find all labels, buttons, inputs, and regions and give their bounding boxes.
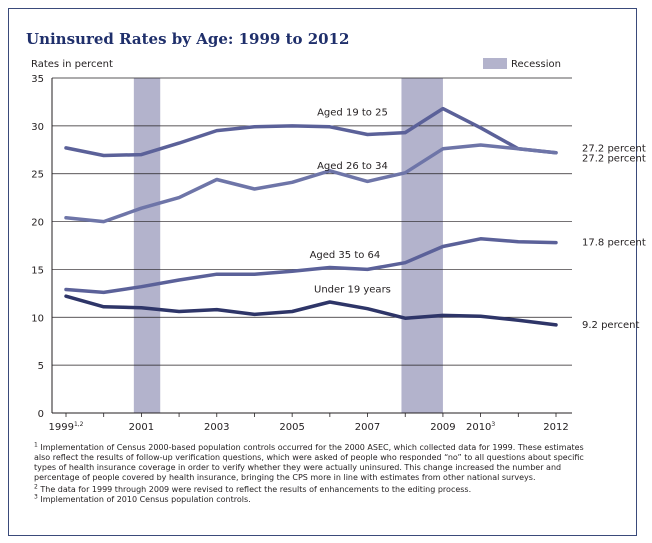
y-tick-label: 5 [38,361,44,372]
x-tick-label: 2012 [543,422,568,433]
y-tick-label: 25 [31,170,44,181]
series-line [64,143,558,224]
x-tick-superscript: 1,2 [74,421,84,428]
footnote-3: 3 Implementation of 2010 Census populati… [34,493,251,504]
footnote-1: 1 Implementation of Census 2000-based po… [34,441,584,482]
series-line [64,106,558,158]
x-tick-label: 2001 [129,422,154,433]
x-tick-label: 20103 [466,421,495,433]
legend-swatch-recession [483,58,507,69]
footnote-2: 2 The data for 1999 through 2009 were re… [34,483,472,494]
figure-frame [8,8,637,536]
legend-label-recession: Recession [511,59,561,70]
chart-title: Uninsured Rates by Age: 1999 to 2012 [26,30,350,48]
x-tick-label: 2009 [430,422,455,433]
y-tick-label: 15 [31,265,44,276]
y-axis-label: Rates in percent [31,59,113,70]
series-line [64,237,558,295]
y-tick-label: 20 [31,218,44,229]
y-tick-label: 30 [31,122,44,133]
series-label: Aged 26 to 34 [317,161,388,172]
x-tick-label: 2003 [204,422,229,433]
x-tick-label: 2005 [279,422,304,433]
series-label: Aged 35 to 64 [310,250,381,261]
series-label: Under 19 years [314,284,391,295]
y-tick-label: 10 [31,313,44,324]
end-value-label: 17.8 percent [582,238,646,249]
footnotes: 1 Implementation of Census 2000-based po… [34,441,602,505]
recession-band [401,78,443,413]
y-tick-label: 35 [31,74,44,85]
y-tick-label: 0 [38,409,44,420]
series-line [64,294,558,327]
x-tick-superscript: 3 [491,421,495,428]
series-label: Aged 19 to 25 [317,107,388,118]
x-tick-label: 19991,2 [49,421,84,433]
recession-band [133,78,161,413]
end-value-label: 9.2 percent [582,320,639,331]
end-value-label: 27.2 percent [582,154,646,165]
end-value-label: 27.2 percent [582,144,646,155]
x-tick-label: 2007 [355,422,380,433]
